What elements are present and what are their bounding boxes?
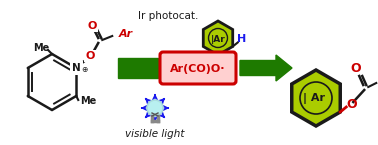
Text: O: O: [88, 21, 97, 31]
Text: Ar: Ar: [118, 29, 132, 39]
FancyBboxPatch shape: [118, 58, 158, 78]
Text: | Ar: | Ar: [303, 94, 325, 105]
FancyBboxPatch shape: [160, 52, 236, 84]
Polygon shape: [203, 21, 233, 55]
Text: N: N: [72, 63, 81, 73]
Text: Me: Me: [80, 96, 96, 106]
Text: O: O: [350, 62, 361, 76]
Text: visible light: visible light: [125, 129, 185, 139]
Text: O: O: [346, 97, 356, 110]
Polygon shape: [292, 70, 340, 126]
Text: H: H: [237, 35, 246, 45]
Text: ⊕: ⊕: [81, 66, 87, 75]
Text: Ir photocat.: Ir photocat.: [138, 11, 198, 21]
FancyArrow shape: [240, 55, 292, 81]
Circle shape: [147, 100, 163, 116]
Text: |Ar: |Ar: [211, 35, 225, 44]
Text: Ar(CO)O·: Ar(CO)O·: [170, 64, 226, 74]
Text: O: O: [85, 51, 95, 61]
Text: Me: Me: [33, 43, 49, 53]
